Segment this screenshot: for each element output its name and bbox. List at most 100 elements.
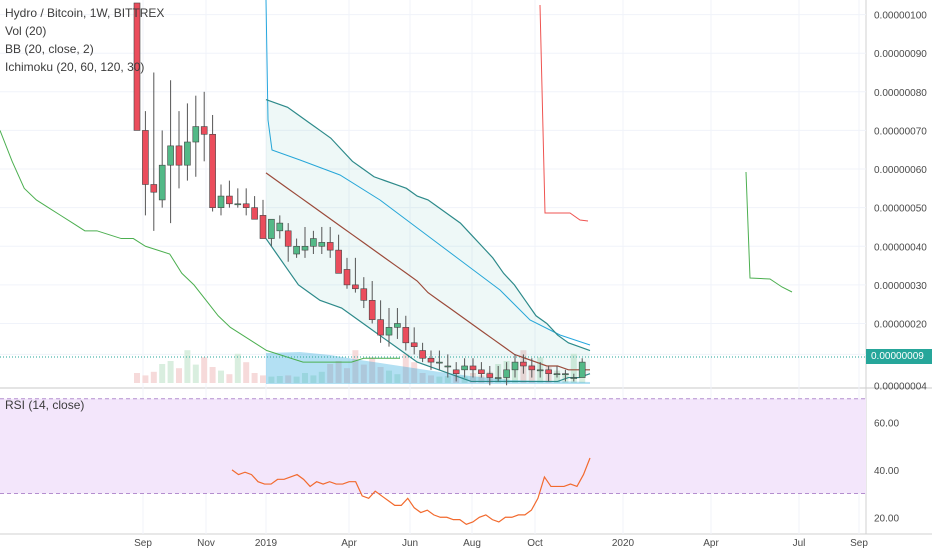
bollinger-indicator-label[interactable]: BB (20, close, 2) [5, 42, 94, 56]
candle-body [343, 269, 351, 286]
candle-body [259, 215, 267, 239]
candle-body [184, 141, 191, 166]
candle-body [578, 361, 586, 378]
candle-body [520, 361, 527, 367]
time-tick-label: Nov [197, 538, 215, 549]
price-axis[interactable]: 0.00000100 0.00000090 0.00000080 0.00000070… [874, 11, 927, 525]
volume-bar [159, 364, 166, 383]
candle-body [494, 377, 502, 379]
rsi-tick-label: 20.00 [874, 513, 899, 524]
ichimoku-cloud [266, 352, 590, 384]
time-axis[interactable]: Sep Nov 2019 Apr Jun Aug Oct 2020 Apr Jul Sep [134, 538, 868, 549]
candlesticks[interactable] [133, 2, 586, 386]
volume-bar [302, 373, 308, 383]
time-tick-label: Apr [703, 538, 719, 549]
volume-bar [470, 373, 476, 383]
volume-indicator-label[interactable]: Vol (20) [5, 24, 47, 38]
volume-bar [360, 364, 367, 383]
candle-body [402, 327, 410, 344]
candle-body [200, 126, 208, 135]
candle-body [562, 373, 569, 375]
candle-body [192, 126, 200, 143]
volume-bar [352, 350, 359, 383]
bollinger-fill [266, 99, 590, 382]
candle-body [419, 350, 426, 359]
candle-body [284, 230, 292, 247]
volume-bar [260, 375, 266, 383]
volume-bar [134, 373, 140, 383]
volume-bar [570, 353, 577, 383]
rsi-indicator-label[interactable]: RSI (14, close) [5, 398, 85, 412]
candle-body [427, 357, 435, 363]
volume-bar [344, 368, 350, 383]
chart-legend: Hydro / Bitcoin, 1W, BITTREX Vol (20) BB… [5, 4, 164, 76]
candle-body [133, 2, 141, 131]
volume-bar [243, 362, 250, 383]
rsi-overbought-oversold-zone [0, 398, 866, 494]
candle-body [150, 184, 158, 193]
volume-bar [478, 375, 485, 383]
candle-body [444, 365, 452, 368]
price-tick-label: 0.00000020 [874, 319, 927, 330]
rsi-tick-label: 40.00 [874, 466, 899, 477]
candle-body [242, 203, 250, 208]
candle-body [158, 164, 166, 201]
volume-bar [386, 370, 392, 383]
candle-body [209, 133, 216, 208]
candle-body [368, 300, 376, 320]
candle-body [486, 373, 494, 378]
volume-bar [268, 376, 275, 383]
rsi-line [231, 457, 591, 526]
candle-body [503, 369, 510, 378]
bollinger-basis [265, 172, 590, 371]
candle-body [268, 218, 275, 239]
rsi-band [0, 398, 866, 495]
ichimoku-lagging-span [0, 130, 400, 363]
rsi-line-path [231, 457, 591, 526]
candle-body [326, 242, 334, 251]
volume-bar [394, 374, 401, 383]
ichimoku-lines [0, 0, 866, 363]
volume-bar [218, 370, 224, 383]
ichimoku-leading-span-b [745, 171, 793, 293]
bollinger-upper [265, 98, 591, 352]
price-tick-label: 0.00000100 [874, 11, 927, 22]
candle-body [226, 195, 233, 205]
price-tick-label: 0.00000080 [874, 88, 927, 99]
candle-body [318, 242, 326, 247]
price-tick-label: 0.00000004 [874, 381, 927, 392]
volume-bar [192, 364, 199, 383]
volume-bar [377, 367, 384, 383]
symbol-label[interactable]: Hydro / Bitcoin, 1W, BITTREX [5, 6, 165, 20]
candle-body [142, 130, 149, 185]
candle-body [436, 361, 443, 364]
candle-body [167, 145, 174, 166]
volume-bar [276, 376, 283, 383]
candle-body [293, 245, 300, 255]
ichimoku-indicator-label[interactable]: Ichimoku (20, 60, 120, 30) [5, 60, 145, 74]
candle-body [478, 369, 485, 374]
volume-bar [411, 362, 418, 383]
candle-body [385, 327, 393, 336]
price-tick-label: 0.00000030 [874, 281, 927, 292]
volume-bar [310, 375, 317, 383]
candle-body [570, 377, 578, 379]
time-tick-label: Sep [850, 538, 868, 549]
time-tick-label: Oct [527, 538, 543, 549]
volume-bar [402, 353, 409, 383]
candle-body [352, 284, 359, 290]
volume-bar [201, 357, 208, 383]
candle-body [461, 365, 468, 371]
time-tick-label: Sep [134, 538, 152, 549]
volume-bar [184, 350, 191, 383]
volume-bar [369, 357, 376, 383]
volume-bar [142, 375, 149, 383]
volume-bar [234, 353, 241, 383]
time-tick-label: 2019 [255, 538, 278, 549]
candle-body [310, 238, 317, 247]
ichimoku-base-line [265, 0, 591, 346]
time-tick-label: Jul [793, 538, 806, 549]
candle-body [301, 245, 309, 251]
price-tick-label: 0.00000070 [874, 126, 927, 137]
